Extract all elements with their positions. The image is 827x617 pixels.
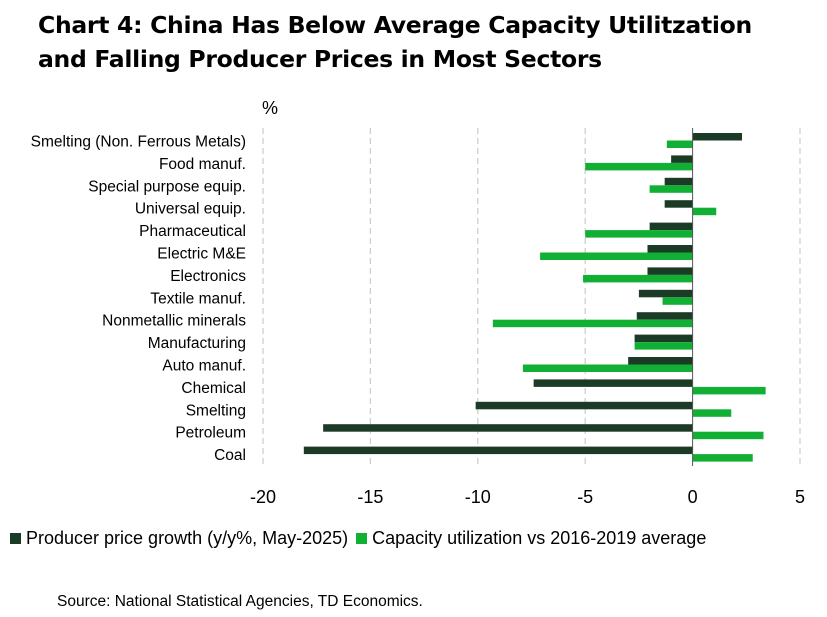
bar-capacity-1 bbox=[585, 162, 693, 171]
legend-swatch-ppi bbox=[10, 533, 21, 544]
legend-label-ppi: Producer price growth (y/y%, May-2025) bbox=[26, 528, 349, 548]
bar-ppi-11 bbox=[533, 379, 693, 387]
category-label-2: Special purpose equip. bbox=[88, 178, 246, 195]
bar-ppi-9 bbox=[634, 334, 693, 343]
legend-item-ppi: Producer price growth (y/y%, May-2025) bbox=[10, 528, 348, 549]
category-label-4: Pharmaceutical bbox=[139, 223, 246, 240]
category-label-3: Universal equip. bbox=[135, 201, 246, 218]
bar-ppi-1 bbox=[671, 155, 693, 163]
category-labels: Smelting (Non. Ferrous Metals) Food manuf… bbox=[31, 134, 247, 465]
bar-ppi-4 bbox=[649, 222, 693, 231]
bar-ppi-14 bbox=[303, 446, 693, 455]
bar-capacity-12 bbox=[692, 409, 732, 417]
legend-item-capacity: Capacity utilization vs 2016-2019 averag… bbox=[356, 528, 706, 549]
chart-title-line-1: Chart 4: China Has Below Average Capacit… bbox=[38, 11, 752, 39]
x-tick-labels: -20 -15 -10 -5 0 5 bbox=[250, 487, 805, 507]
bar-ppi-6 bbox=[647, 267, 693, 275]
bar-capacity-7 bbox=[662, 297, 693, 305]
category-label-13: Petroleum bbox=[175, 425, 246, 442]
bar-ppi-12 bbox=[475, 401, 693, 410]
category-label-12: Smelting bbox=[186, 402, 246, 419]
bar-ppi-0 bbox=[692, 133, 743, 141]
x-tick-label-3: -5 bbox=[577, 487, 593, 507]
bar-capacity-3 bbox=[692, 207, 717, 216]
bar-capacity-11 bbox=[692, 386, 766, 395]
x-tick-label-4: 0 bbox=[688, 487, 698, 507]
legend: Producer price growth (y/y%, May-2025) C… bbox=[10, 528, 706, 549]
gridlines bbox=[262, 128, 801, 466]
bar-capacity-4 bbox=[585, 230, 693, 238]
bar-ppi-2 bbox=[664, 177, 693, 186]
bar-capacity-13 bbox=[692, 431, 764, 440]
bar-ppi-7 bbox=[638, 289, 693, 298]
category-label-0: Smelting (Non. Ferrous Metals) bbox=[31, 134, 246, 151]
category-label-6: Electronics bbox=[170, 268, 246, 285]
bars bbox=[303, 133, 766, 462]
legend-swatch-capacity bbox=[356, 533, 368, 544]
unit-label: % bbox=[262, 98, 278, 118]
bar-capacity-2 bbox=[649, 185, 693, 193]
x-tick-label-0: -20 bbox=[250, 487, 276, 507]
bar-capacity-10 bbox=[522, 364, 693, 372]
source-note: Source: National Statistical Agencies, T… bbox=[57, 593, 423, 610]
x-tick-label-1: -15 bbox=[357, 487, 383, 507]
x-tick-label-2: -10 bbox=[465, 487, 491, 507]
category-label-8: Nonmetallic minerals bbox=[102, 313, 246, 330]
bar-capacity-6 bbox=[583, 274, 693, 283]
category-label-1: Food manuf. bbox=[159, 156, 246, 173]
bar-capacity-9 bbox=[634, 342, 693, 350]
bar-ppi-3 bbox=[664, 200, 693, 208]
category-label-11: Chemical bbox=[181, 380, 246, 397]
chart-title: Chart 4: China Has Below Average Capacit… bbox=[38, 8, 818, 76]
category-label-7: Textile manuf. bbox=[150, 290, 246, 307]
bar-capacity-0 bbox=[666, 140, 693, 148]
bar-capacity-8 bbox=[492, 319, 693, 328]
bar-ppi-8 bbox=[636, 312, 693, 320]
category-label-5: Electric M&E bbox=[157, 246, 246, 263]
bar-ppi-10 bbox=[628, 357, 693, 365]
category-label-14: Coal bbox=[214, 447, 246, 464]
bar-capacity-14 bbox=[692, 454, 753, 462]
legend-label-capacity: Capacity utilization vs 2016-2019 averag… bbox=[372, 528, 707, 548]
bar-ppi-5 bbox=[647, 245, 693, 253]
category-label-9: Manufacturing bbox=[148, 335, 246, 352]
x-tick-label-5: 5 bbox=[795, 487, 805, 507]
bar-capacity-5 bbox=[540, 252, 693, 260]
bar-ppi-13 bbox=[323, 424, 693, 432]
category-label-10: Auto manuf. bbox=[162, 358, 246, 375]
chart-title-line-2: and Falling Producer Prices in Most Sect… bbox=[38, 45, 602, 73]
